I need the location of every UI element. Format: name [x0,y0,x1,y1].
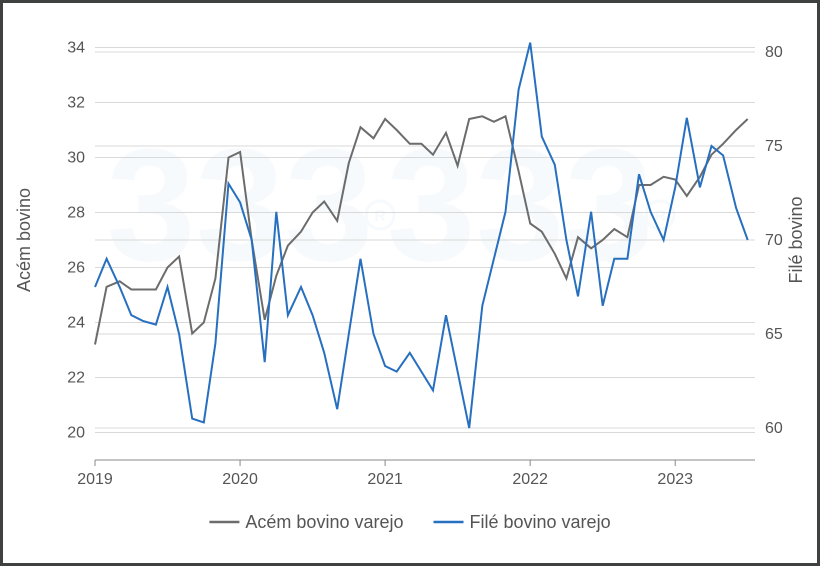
y-right-tick-label: 60 [765,420,783,437]
y-right-tick-label: 70 [765,232,783,249]
watermark-badge-r: R [374,208,386,225]
legend-label: Filé bovino varejo [470,512,611,532]
chart-svg: 333R333R20192020202120222023202224262830… [0,0,820,566]
price-chart: 333R333R20192020202120222023202224262830… [0,0,820,566]
y-left-tick-label: 32 [67,95,85,112]
y-left-tick-label: 34 [67,40,85,57]
x-tick-label: 2019 [77,471,113,488]
y-right-axis-title: Filé bovino [786,196,806,283]
y-right-tick-label: 80 [765,44,783,61]
y-right-tick-label: 75 [765,138,783,155]
x-tick-label: 2022 [512,471,548,488]
y-left-tick-label: 28 [67,205,85,222]
legend-label: Acém bovino varejo [245,512,403,532]
x-tick-label: 2023 [657,471,693,488]
y-right-tick-label: 65 [765,326,783,343]
y-left-tick-label: 30 [67,150,85,167]
x-tick-label: 2021 [367,471,403,488]
y-left-tick-label: 26 [67,260,85,277]
y-left-tick-label: 24 [67,315,85,332]
x-tick-label: 2020 [222,471,258,488]
y-left-axis-title: Acém bovino [14,188,34,292]
y-left-tick-label: 20 [67,425,85,442]
legend: Acém bovino varejo Filé bovino varejo [209,512,610,532]
y-left-tick-label: 22 [67,370,85,387]
